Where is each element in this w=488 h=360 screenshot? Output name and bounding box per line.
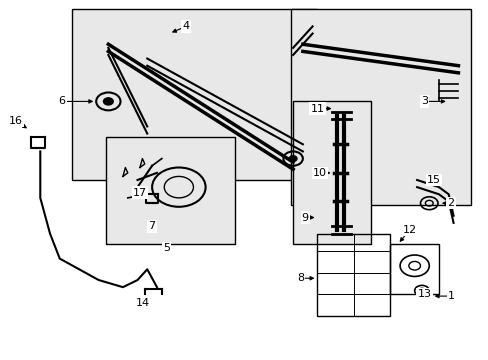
Text: 3: 3 [420,96,427,107]
FancyBboxPatch shape [290,9,469,205]
Text: 14: 14 [135,298,149,308]
Text: 16: 16 [9,116,23,126]
FancyBboxPatch shape [292,102,370,244]
Text: 12: 12 [402,225,416,235]
Text: 6: 6 [59,96,65,107]
Text: 17: 17 [133,188,147,198]
Circle shape [418,288,425,293]
FancyBboxPatch shape [72,9,317,180]
Text: 2: 2 [447,198,454,208]
Text: 9: 9 [301,212,308,222]
Text: 1: 1 [447,291,454,301]
FancyBboxPatch shape [106,137,234,244]
Circle shape [103,98,113,105]
Text: 13: 13 [417,289,430,299]
Text: 10: 10 [312,168,326,178]
Text: 4: 4 [182,21,189,31]
Text: 8: 8 [296,273,304,283]
Text: 5: 5 [163,243,170,253]
Text: 7: 7 [148,221,155,231]
Text: 11: 11 [310,104,324,113]
Circle shape [288,156,296,161]
Text: 15: 15 [426,175,440,185]
